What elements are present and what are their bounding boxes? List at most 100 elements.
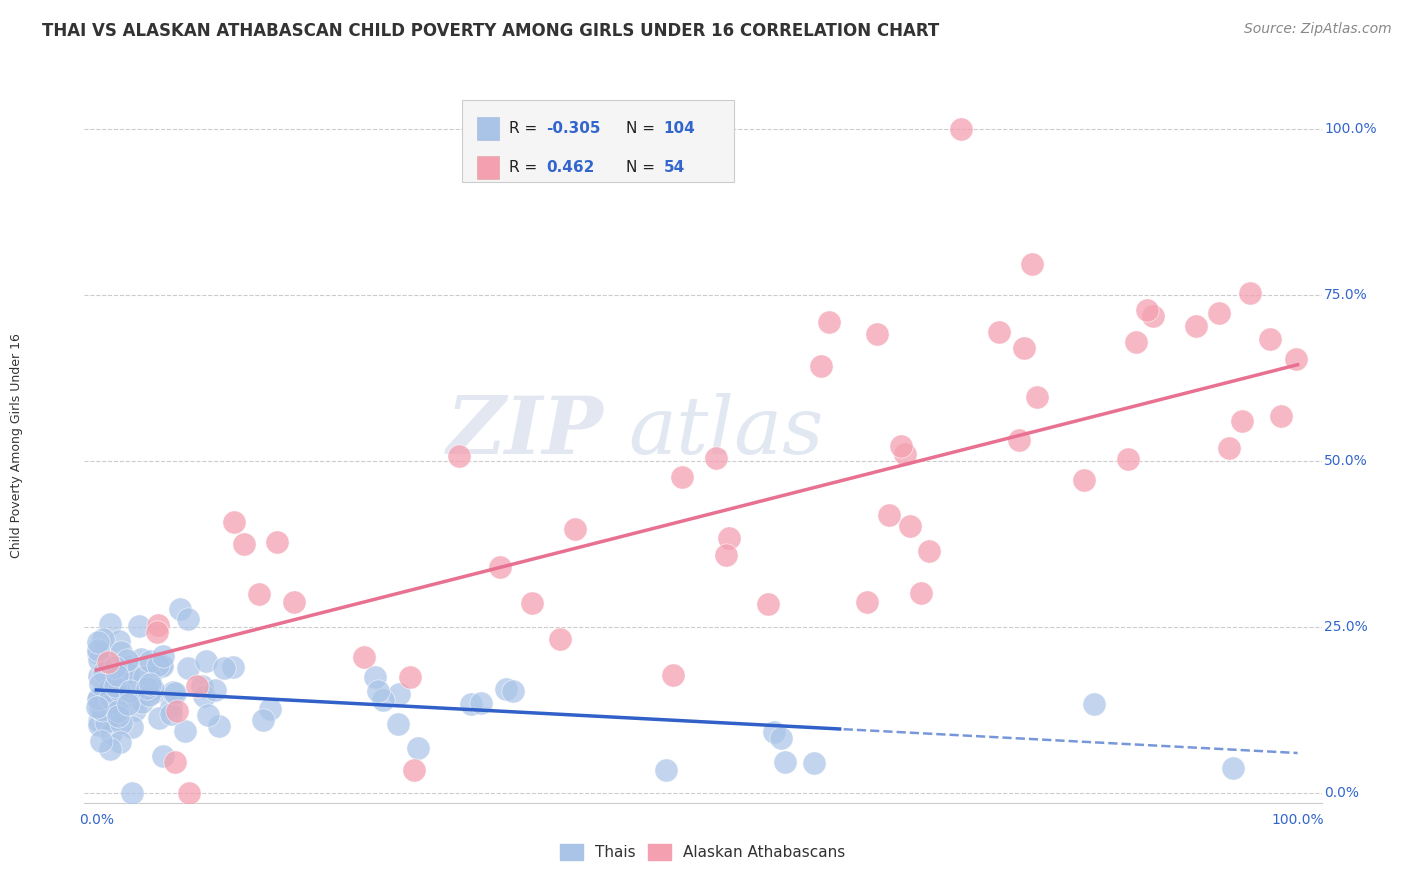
Point	[387, 717, 409, 731]
Point	[866, 326, 889, 341]
Point	[91, 689, 114, 703]
Legend: Thais, Alaskan Athabascans: Thais, Alaskan Athabascans	[554, 838, 852, 866]
Text: 50.0%: 50.0%	[1324, 454, 1368, 468]
Point	[756, 598, 779, 612]
Point	[564, 521, 586, 535]
Text: 54: 54	[664, 160, 685, 175]
Point	[550, 632, 572, 647]
Point	[104, 660, 127, 674]
Point	[1185, 319, 1208, 334]
Point	[1083, 697, 1105, 711]
Point	[193, 689, 215, 703]
Point	[86, 692, 108, 706]
Point	[204, 682, 226, 697]
Point	[87, 718, 110, 732]
Text: 104: 104	[664, 121, 695, 136]
Point	[128, 619, 150, 633]
Point	[817, 315, 839, 329]
Point	[364, 670, 387, 684]
Text: Source: ZipAtlas.com: Source: ZipAtlas.com	[1244, 22, 1392, 37]
Point	[120, 684, 142, 698]
Point	[173, 723, 195, 738]
Point	[654, 763, 676, 777]
Point	[89, 677, 111, 691]
Point	[86, 700, 108, 714]
Point	[402, 763, 425, 777]
Point	[124, 703, 146, 717]
Point	[460, 697, 482, 711]
Point	[898, 519, 921, 533]
Point	[142, 681, 165, 696]
Point	[93, 665, 115, 679]
Point	[108, 682, 131, 697]
Point	[150, 658, 173, 673]
Point	[121, 719, 143, 733]
Point	[177, 612, 200, 626]
Point	[371, 693, 394, 707]
Point	[166, 704, 188, 718]
Point	[1073, 473, 1095, 487]
Point	[890, 439, 912, 453]
Point	[1142, 309, 1164, 323]
Point	[177, 661, 200, 675]
Point	[139, 677, 162, 691]
Point	[1218, 441, 1240, 455]
Point	[1012, 341, 1035, 355]
Point	[146, 624, 169, 639]
Point	[94, 681, 117, 696]
Point	[1285, 352, 1308, 367]
Point	[1026, 391, 1049, 405]
Point	[120, 668, 142, 682]
Text: 0.462: 0.462	[546, 160, 595, 175]
Point	[1222, 761, 1244, 775]
Text: R =: R =	[509, 121, 541, 136]
Text: ZIP: ZIP	[447, 393, 605, 470]
Point	[159, 706, 181, 721]
Point	[950, 122, 973, 136]
Point	[117, 653, 139, 667]
Point	[131, 695, 153, 709]
Point	[135, 681, 157, 696]
Point	[107, 708, 129, 723]
Point	[121, 786, 143, 800]
Point	[129, 689, 152, 703]
Point	[98, 690, 121, 705]
Point	[90, 703, 112, 717]
Point	[97, 655, 120, 669]
Point	[259, 702, 281, 716]
Point	[762, 725, 785, 739]
Point	[89, 690, 111, 705]
Point	[353, 650, 375, 665]
Point	[704, 450, 727, 465]
Point	[138, 689, 160, 703]
Point	[1230, 413, 1253, 427]
Point	[169, 601, 191, 615]
Point	[100, 726, 122, 740]
Point	[1208, 305, 1230, 319]
Text: -0.305: -0.305	[546, 121, 600, 136]
Point	[662, 668, 685, 682]
FancyBboxPatch shape	[461, 100, 734, 182]
Text: Child Poverty Among Girls Under 16: Child Poverty Among Girls Under 16	[10, 334, 22, 558]
Point	[252, 713, 274, 727]
Point	[769, 731, 792, 745]
Point	[148, 711, 170, 725]
Point	[132, 670, 155, 684]
Point	[910, 586, 932, 600]
Point	[502, 684, 524, 698]
Point	[406, 741, 429, 756]
Point	[152, 749, 174, 764]
Point	[488, 559, 510, 574]
Point	[163, 686, 186, 700]
Point	[266, 534, 288, 549]
Point	[117, 660, 139, 674]
Point	[108, 634, 131, 648]
Point	[522, 596, 544, 610]
Point	[470, 697, 492, 711]
Point	[129, 651, 152, 665]
Point	[855, 594, 877, 608]
Point	[671, 470, 693, 484]
FancyBboxPatch shape	[477, 156, 499, 178]
Point	[104, 701, 127, 715]
Point	[1116, 451, 1139, 466]
